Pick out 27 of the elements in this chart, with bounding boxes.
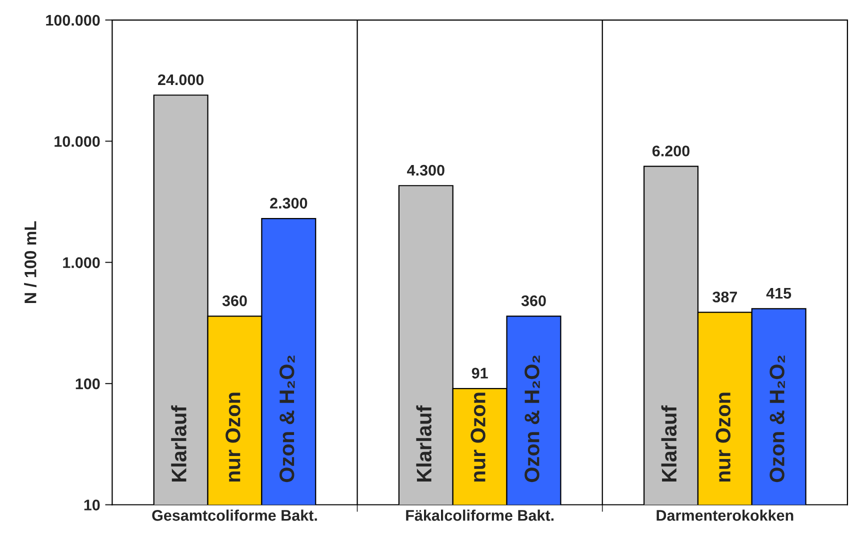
text: Ozon & H₂O₂: [524, 356, 540, 482]
x-tick-label: Gesamtcoliforme Bakt.: [152, 510, 317, 521]
text: nur Ozon: [716, 392, 730, 482]
x-tick-label: Fäkalcoliforme Bakt.: [406, 510, 554, 521]
series-label: nur Ozon: [470, 392, 486, 482]
data-label: 6.200: [652, 146, 690, 156]
data-label: 387: [712, 292, 737, 302]
y-tick-label: 10.000: [54, 136, 100, 147]
y-tick-label: 100: [76, 378, 100, 390]
text: Ozon & H₂O₂: [280, 356, 295, 482]
data-label: 2.300: [270, 198, 308, 209]
y-tick-label: 1.000: [63, 257, 100, 268]
text: nur Ozon: [226, 392, 240, 482]
x-tick-label: Darmenterokokken: [656, 510, 794, 521]
series-label: Klarlauf: [416, 405, 432, 482]
series-label: Ozon & H₂O₂: [770, 356, 785, 482]
data-label: 360: [222, 295, 247, 306]
data-label: 415: [766, 288, 792, 299]
data-label: 360: [521, 295, 546, 306]
data-label: 24.000: [158, 74, 204, 86]
data-label: 4.300: [407, 164, 444, 176]
y-axis-title: N / 100 mL: [24, 221, 36, 303]
text: Klarlauf: [661, 405, 677, 482]
data-label: 91: [472, 368, 488, 379]
y-tick-label: 10: [84, 500, 100, 510]
text: Klarlauf: [171, 405, 186, 482]
y-tick-label: 100.000: [46, 14, 100, 26]
